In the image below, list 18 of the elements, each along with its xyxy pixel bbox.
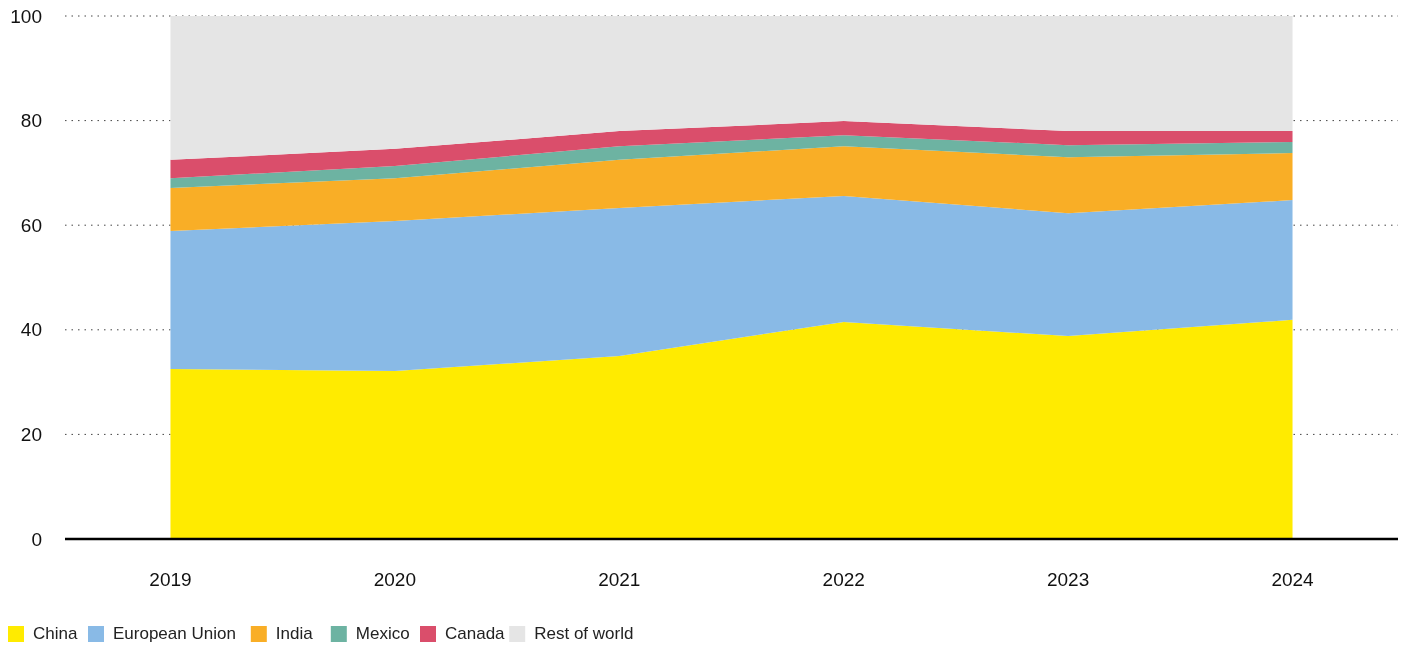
x-tick-label: 2023 [1046,569,1090,590]
legend-label: European Union [113,624,236,643]
legend-label: China [33,624,78,643]
y-tick-label: 0 [31,528,42,550]
y-tick-label: 60 [20,214,42,236]
legend-label: India [275,624,314,643]
x-tick-label: 2024 [1271,569,1315,590]
x-tick-label: 2020 [373,569,417,590]
y-tick-label: 100 [10,5,42,27]
legend-label: Canada [445,624,506,643]
y-tick-label: 20 [20,424,42,446]
x-tick-label: 2019 [149,569,192,590]
x-tick-label: 2022 [822,569,865,590]
legend-label: Mexico [355,624,410,643]
x-tick-label: 2021 [598,569,641,590]
y-tick-label: 40 [20,319,42,341]
legend-label: Rest of world [534,624,634,643]
y-tick-label: 80 [20,110,42,132]
